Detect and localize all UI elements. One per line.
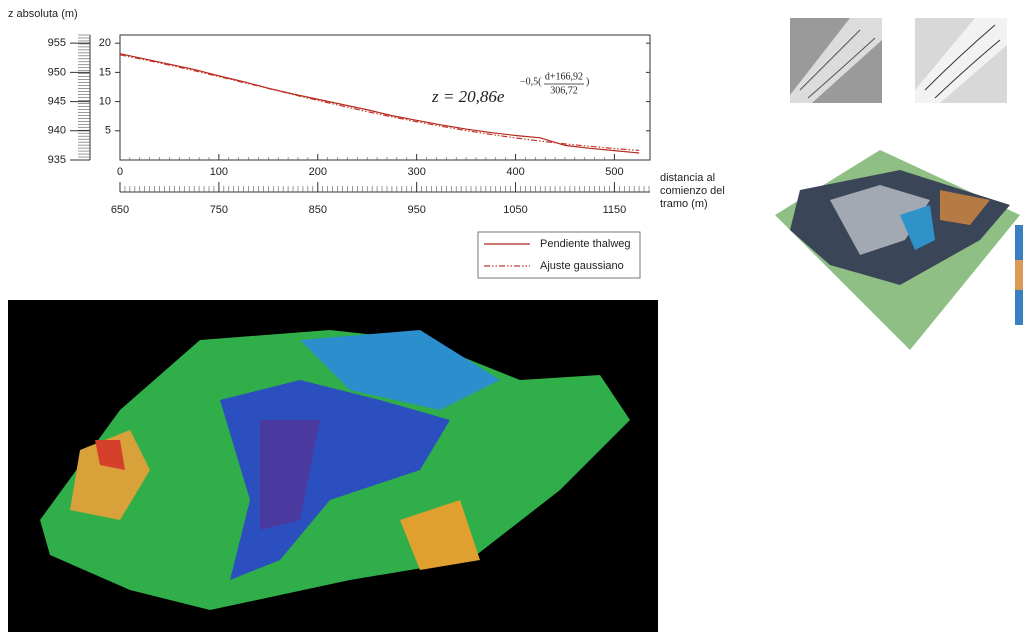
equation: z = 20,86e −0,5( d+166,92 306,72 ): [431, 71, 589, 106]
y2-tick-label: 940: [48, 125, 66, 137]
legend-label: Pendiente thalweg: [540, 238, 631, 250]
equation-lhs: z = 20,86e: [431, 87, 505, 106]
x-tick-label: 500: [605, 166, 623, 178]
legend-label: Ajuste gaussiano: [540, 260, 624, 272]
x-tick-label: 0: [117, 166, 123, 178]
equation-close: ): [586, 76, 589, 87]
y2-tick-label: 955: [48, 37, 66, 49]
y-tick-label: 5: [105, 125, 111, 137]
y-tick-label: 15: [99, 66, 111, 78]
y-tick-label: 10: [99, 95, 111, 107]
3d-terrain-large: [8, 300, 658, 632]
y-axis-label: z absoluta (m): [8, 8, 78, 20]
x2-tick-label: 850: [309, 204, 327, 216]
y2-tick-label: 935: [48, 154, 66, 166]
equation-numerator: d+166,92: [545, 71, 583, 82]
x2-tick-label: 750: [210, 204, 228, 216]
page: {"chart_data": {"type": "line", "ylabel"…: [0, 0, 1030, 632]
relief-thumbnails: [790, 18, 1007, 103]
y2-tick-label: 950: [48, 66, 66, 78]
plot-frame: [120, 35, 650, 160]
x2-tick-label: 1150: [603, 204, 627, 216]
x2-tick-label: 650: [111, 204, 129, 216]
x-axis-label: distancia al comienzo del tramo (m): [660, 172, 740, 211]
data-line: [120, 55, 639, 151]
x-tick-label: 100: [210, 166, 228, 178]
x-tick-label: 400: [506, 166, 524, 178]
equation-exponent: −0,5(: [520, 76, 542, 87]
chart: z = 20,86e −0,5( d+166,92 306,72 ) z abs…: [0, 0, 1030, 632]
y-tick-label: 20: [99, 37, 111, 49]
equation-denominator: 306,72: [550, 85, 578, 96]
x-tick-label: 300: [407, 166, 425, 178]
x2-tick-label: 1050: [503, 204, 527, 216]
data-line: [120, 54, 639, 153]
y2-tick-label: 945: [48, 95, 66, 107]
x-tick-label: 200: [309, 166, 327, 178]
x2-tick-label: 950: [407, 204, 425, 216]
3d-terrain-small: [775, 150, 1023, 350]
